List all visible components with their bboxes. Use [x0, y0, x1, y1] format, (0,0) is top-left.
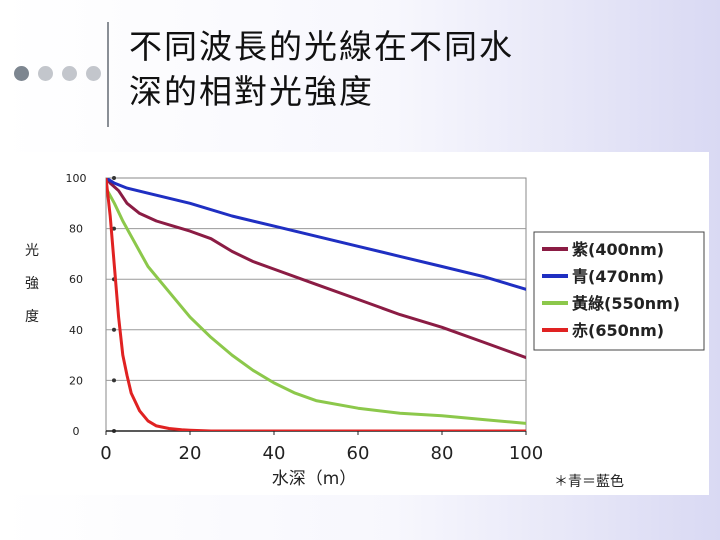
dot-light-icon	[38, 66, 53, 81]
y-tick-mark	[112, 378, 116, 383]
x-axis-label: 水深（m）	[272, 469, 357, 489]
x-tick-label: 100	[509, 443, 543, 464]
x-tick-label: 20	[179, 443, 202, 464]
slide-title: 不同波長的光線在不同水 深的相對光強度	[129, 24, 629, 114]
y-tick-label: 80	[69, 223, 83, 236]
series-line	[106, 178, 526, 291]
y-tick-label: 100	[66, 172, 87, 185]
x-tick-label: 80	[431, 443, 454, 464]
y-tick-label: 60	[69, 273, 83, 286]
series-line	[106, 178, 526, 431]
dot-light-icon	[86, 66, 101, 81]
series-line	[106, 186, 526, 425]
chart-area: 0 20 40 60 80 100 0 20 40 60 80 100 紫(400nm) 青(470nm…	[6, 152, 709, 495]
y-tick-label: 0	[73, 425, 80, 438]
dot-dark-icon	[14, 66, 29, 81]
decorative-dots	[14, 66, 101, 82]
plot-frame	[105, 177, 527, 432]
y-tick-label: 40	[69, 324, 83, 337]
y-axis-label: 光強度	[25, 243, 39, 325]
legend-label: 赤(650nm)	[572, 321, 664, 340]
y-tick-mark	[112, 226, 116, 231]
y-tick-label: 20	[69, 374, 83, 387]
x-tick-label: 40	[263, 443, 286, 464]
dot-light-icon	[62, 66, 77, 81]
slide-title-line2: 深的相對光強度	[129, 72, 374, 111]
chart-note: ＊青＝藍色	[554, 473, 624, 490]
legend-label: 青(470nm)	[572, 267, 664, 286]
y-tick-mark	[112, 327, 116, 332]
legend-label: 紫(400nm)	[572, 240, 664, 259]
title-divider	[107, 22, 109, 127]
slide-title-line1: 不同波長的光線在不同水	[129, 27, 514, 66]
x-tick-label: 0	[100, 443, 111, 464]
y-tick-mark	[112, 176, 116, 180]
series-line	[106, 178, 526, 360]
light-intensity-chart: 0 20 40 60 80 100 0 20 40 60 80 100 紫(400nm) 青(470nm…	[25, 172, 705, 490]
legend-label: 黃綠(550nm)	[571, 294, 680, 313]
x-tick-label: 60	[347, 443, 370, 464]
